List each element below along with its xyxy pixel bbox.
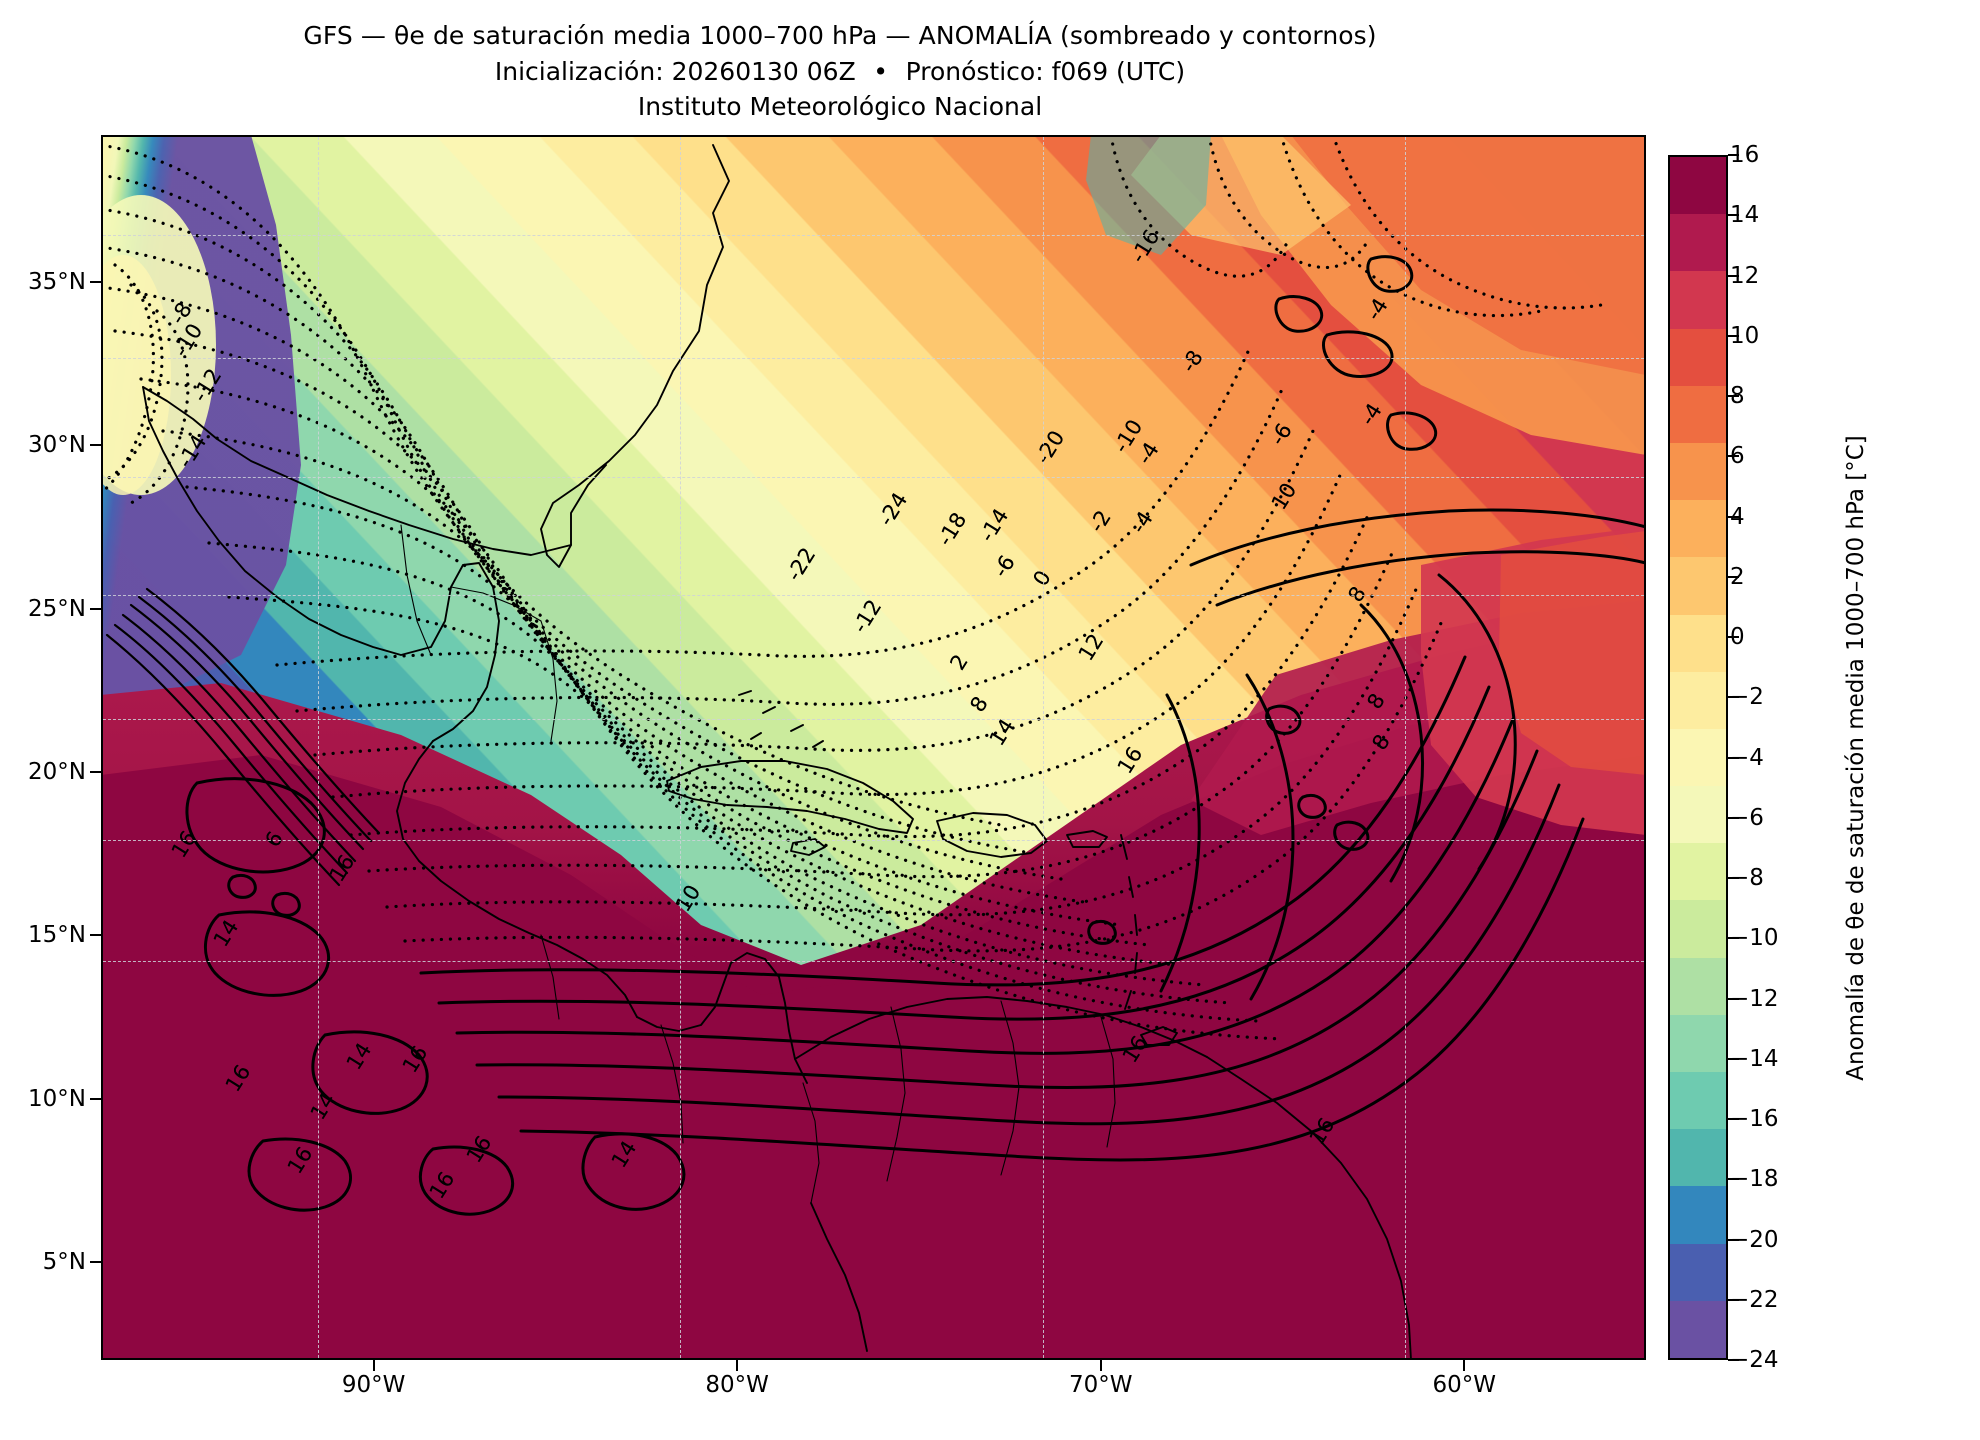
colorbar-tickmark <box>1728 515 1739 518</box>
x-tickmark <box>736 1360 739 1371</box>
colorbar-swatch <box>1670 271 1726 329</box>
colorbar-tickmark <box>1728 575 1739 578</box>
y-tickmark <box>90 1261 101 1263</box>
colorbar-swatch <box>1670 1072 1726 1130</box>
y-tickmark <box>90 771 101 773</box>
colorbar-tickmark <box>1728 1359 1739 1361</box>
title-separator-bullet: • <box>873 56 889 86</box>
colorbar-swatch <box>1670 671 1726 729</box>
forecast-hour: Pronóstico: f069 (UTC) <box>905 56 1186 86</box>
y-tickmark <box>90 607 101 610</box>
colorbar-swatch <box>1670 843 1726 901</box>
colorbar-tickmark <box>1728 1178 1739 1181</box>
y-tick-30°n: 30°N <box>28 432 86 459</box>
colorbar-swatch <box>1670 442 1726 501</box>
colorbar-swatch <box>1670 957 1726 1015</box>
y-tickmark <box>90 444 101 447</box>
colorbar-swatch <box>1670 1129 1726 1187</box>
x-tick-70°w: 70°W <box>1068 1372 1133 1398</box>
colorbar-swatch <box>1670 1186 1726 1244</box>
anomaly-shading-and-contours: -16-16-8-8 -4-4-10-10-12-12-14-14-8-8-6-6… <box>103 137 1644 1358</box>
colorbar-tickmark <box>1728 937 1739 940</box>
colorbar-swatch <box>1670 385 1726 443</box>
colorbar-swatch <box>1670 214 1726 272</box>
colorbar-swatch <box>1670 557 1726 615</box>
colorbar-tickmark <box>1728 756 1739 759</box>
colorbar-swatch <box>1670 1243 1726 1301</box>
y-tick-25°n: 25°N <box>28 595 86 622</box>
colorbar[interactable] <box>1668 155 1728 1360</box>
x-tick-80°w: 80°W <box>705 1372 769 1398</box>
y-tick-35°n: 35°N <box>28 269 86 295</box>
colorbar-tickmark <box>1728 636 1739 638</box>
colorbar-swatch <box>1670 786 1726 844</box>
colorbar-tickmark <box>1728 154 1739 156</box>
colorbar-swatch <box>1670 1300 1726 1358</box>
colorbar-tickmark <box>1728 334 1739 337</box>
colorbar-swatch <box>1670 328 1726 386</box>
colorbar-tickmark <box>1728 395 1739 397</box>
colorbar-tickmark <box>1728 877 1739 879</box>
colorbar-swatch <box>1670 1014 1726 1072</box>
colorbar-swatch <box>1670 728 1726 787</box>
colorbar-label-text: Anomalía de θe de saturación media 1000–… <box>1843 434 1869 1081</box>
y-tick-10°n: 10°N <box>28 1085 86 1112</box>
chart-title: GFS — θe de saturación media 1000–700 hP… <box>303 21 1377 50</box>
colorbar-swatch <box>1670 900 1726 958</box>
y-tick-15°n: 15°N <box>28 922 86 949</box>
x-tick-90°w: 90°W <box>341 1372 406 1398</box>
colorbar-tickmark <box>1728 1057 1739 1060</box>
y-tickmark <box>90 281 101 283</box>
title-block: GFS — θe de saturación media 1000–700 hP… <box>0 18 1680 125</box>
colorbar-tickmark <box>1728 455 1739 458</box>
y-tick-5°n: 5°N <box>42 1249 86 1275</box>
x-tick-60°w: 60°W <box>1432 1372 1496 1398</box>
colorbar-tickmark <box>1728 816 1739 819</box>
y-tickmark <box>90 934 101 937</box>
colorbar-tickmark <box>1728 696 1739 699</box>
y-tick-20°n: 20°N <box>28 759 86 785</box>
x-tickmark <box>1463 1360 1466 1371</box>
colorbar-tickmark <box>1728 1238 1739 1241</box>
map-plot-area[interactable]: -16 -16 -8 -8 -4 -4 -10 -10 -12 -12 -14 -14 -8 -8 -6 -6… <box>101 135 1646 1360</box>
colorbar-tickmark <box>1728 1118 1739 1120</box>
chart-subtitle: Inicialización: 20260130 06Z • Pronóstic… <box>0 54 1680 90</box>
colorbar-swatch <box>1670 500 1726 558</box>
init-time: Inicialización: 20260130 06Z <box>494 56 856 86</box>
y-tickmark <box>90 1097 101 1100</box>
chart-attribution: Instituto Meteorológico Nacional <box>637 92 1043 121</box>
x-tickmark <box>372 1360 375 1371</box>
colorbar-tickmark <box>1728 274 1739 277</box>
colorbar-swatch <box>1670 157 1726 215</box>
colorbar-axis-label: Anomalía de θe de saturación media 1000–… <box>1836 155 1876 1360</box>
colorbar-swatch <box>1670 614 1726 672</box>
x-tickmark <box>1099 1360 1102 1371</box>
colorbar-tickmark <box>1728 997 1739 1000</box>
colorbar-tickmark <box>1728 214 1739 217</box>
colorbar-tickmark <box>1728 1298 1739 1301</box>
